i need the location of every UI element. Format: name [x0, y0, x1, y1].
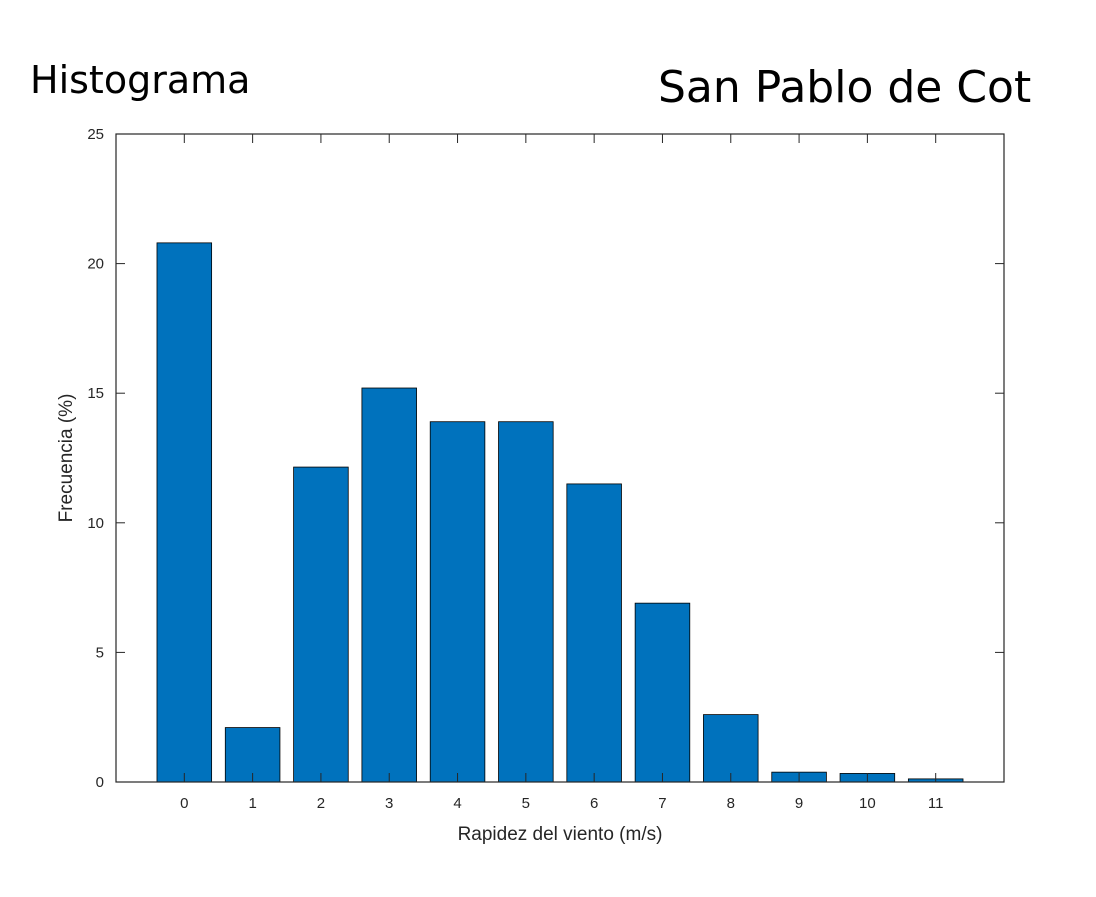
bar-2 [293, 466, 349, 783]
x-axis-label: Rapidez del viento (m/s) [458, 824, 663, 845]
bar-0 [156, 242, 213, 783]
y-tick-label: 10 [87, 515, 104, 532]
y-tick-label: 15 [87, 385, 104, 402]
x-tick-label: 8 [727, 795, 735, 812]
y-tick-labels: 0 5 10 15 20 25 [87, 126, 104, 791]
axes-box [115, 133, 1005, 783]
bar-7 [634, 602, 691, 783]
x-tick-label: 7 [658, 795, 666, 812]
bar-5 [498, 421, 554, 783]
bar-4 [429, 421, 486, 783]
x-tick-labels: 0 1 2 3 4 5 6 7 8 9 10 11 [180, 795, 943, 812]
x-tick-label: 9 [795, 795, 803, 812]
bars-group [156, 242, 964, 783]
right-title: San Pablo de Cot [658, 62, 1031, 113]
y-tick-label: 5 [96, 644, 104, 661]
x-tick-label: 11 [928, 795, 944, 812]
x-tick-label: 1 [248, 795, 256, 812]
y-tick-label: 25 [87, 126, 104, 143]
x-tick-label: 2 [317, 795, 325, 812]
y-tick-label: 20 [87, 256, 104, 273]
x-tick-label: 6 [590, 795, 598, 812]
x-tick-label: 5 [522, 795, 530, 812]
bar-3 [361, 387, 417, 783]
x-tick-label: 0 [180, 795, 188, 812]
ticks-group [116, 133, 1004, 783]
bar-1 [224, 727, 281, 783]
bar-6 [566, 483, 622, 783]
x-tick-label: 10 [859, 795, 876, 812]
y-axis-label: Frecuencia (%) [56, 394, 77, 523]
bar-8 [703, 714, 759, 783]
y-tick-label: 0 [96, 774, 104, 791]
x-tick-label: 3 [385, 795, 393, 812]
x-tick-label: 4 [453, 795, 461, 812]
left-title: Histograma [30, 58, 250, 102]
